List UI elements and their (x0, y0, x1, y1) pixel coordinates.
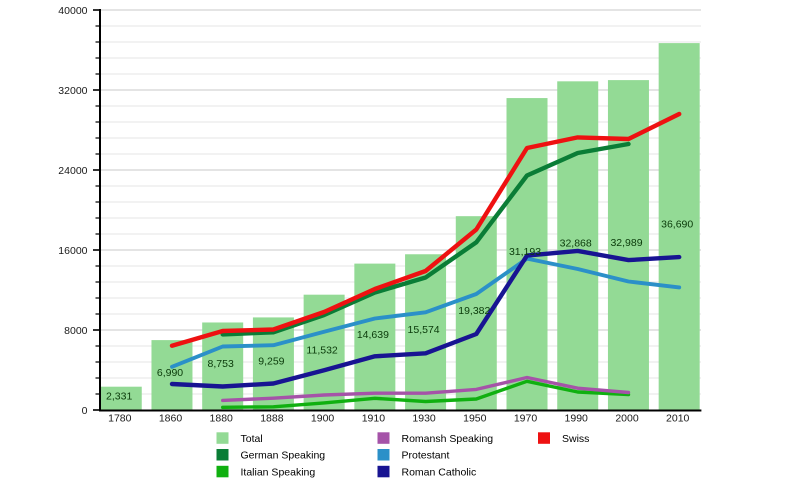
svg-text:32,868: 32,868 (560, 238, 592, 250)
svg-text:1888: 1888 (260, 412, 284, 424)
svg-text:36,690: 36,690 (661, 219, 693, 231)
svg-text:8000: 8000 (64, 325, 88, 337)
svg-text:2,331: 2,331 (106, 390, 132, 402)
svg-text:40000: 40000 (58, 5, 87, 17)
svg-text:1860: 1860 (159, 412, 183, 424)
svg-text:19,382: 19,382 (458, 305, 490, 317)
svg-text:2000: 2000 (615, 412, 639, 424)
svg-text:24000: 24000 (58, 165, 87, 177)
svg-text:1910: 1910 (362, 412, 386, 424)
svg-text:1970: 1970 (514, 412, 538, 424)
svg-text:1930: 1930 (412, 412, 436, 424)
svg-text:Swiss: Swiss (562, 433, 589, 445)
svg-text:Romansh Speaking: Romansh Speaking (402, 433, 494, 445)
svg-text:11,532: 11,532 (306, 344, 337, 356)
svg-text:0: 0 (82, 405, 88, 417)
svg-text:Protestant: Protestant (402, 450, 450, 462)
svg-text:1990: 1990 (565, 412, 589, 424)
svg-text:Total: Total (241, 433, 263, 445)
svg-text:Italian Speaking: Italian Speaking (241, 466, 316, 478)
svg-text:6,990: 6,990 (157, 367, 183, 379)
svg-text:1900: 1900 (311, 412, 335, 424)
svg-text:31,193: 31,193 (509, 246, 541, 258)
svg-text:1880: 1880 (210, 412, 234, 424)
svg-text:1950: 1950 (463, 412, 487, 424)
svg-text:14,639: 14,639 (357, 329, 389, 341)
svg-text:2010: 2010 (666, 412, 690, 424)
svg-text:Roman Catholic: Roman Catholic (402, 466, 477, 478)
svg-text:8,753: 8,753 (208, 358, 234, 370)
svg-text:9,259: 9,259 (258, 356, 284, 368)
svg-text:16000: 16000 (58, 245, 87, 257)
svg-text:1780: 1780 (108, 412, 132, 424)
svg-text:32,989: 32,989 (610, 237, 642, 249)
svg-text:German Speaking: German Speaking (241, 450, 326, 462)
svg-text:15,574: 15,574 (408, 324, 440, 336)
svg-text:32000: 32000 (58, 85, 87, 97)
